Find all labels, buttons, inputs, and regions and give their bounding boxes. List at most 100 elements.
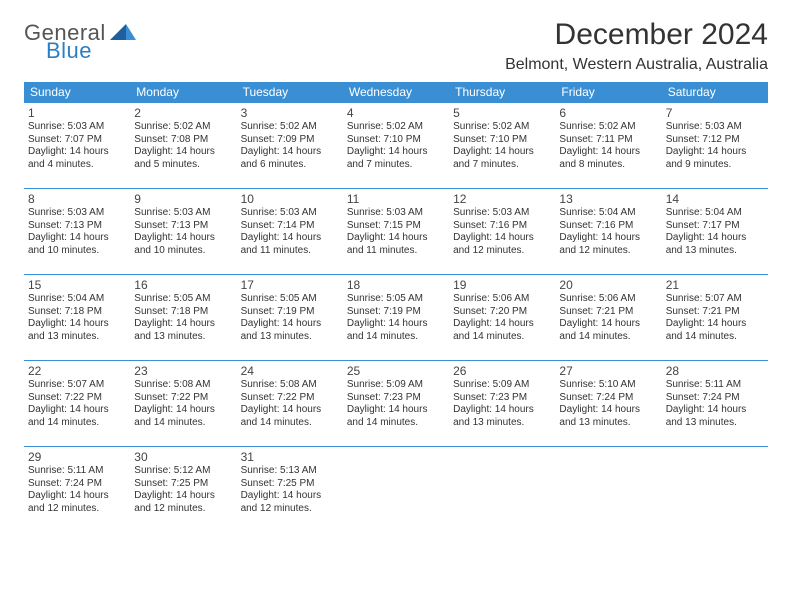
day-info: Sunrise: 5:08 AMSunset: 7:22 PMDaylight:…	[134, 379, 232, 429]
day-number: 26	[453, 364, 551, 378]
day-number: 4	[347, 106, 445, 120]
day-number: 9	[134, 192, 232, 206]
calendar-row: 1Sunrise: 5:03 AMSunset: 7:07 PMDaylight…	[24, 103, 768, 189]
day-info: Sunrise: 5:07 AMSunset: 7:21 PMDaylight:…	[666, 293, 764, 343]
day-number: 13	[559, 192, 657, 206]
day-number: 11	[347, 192, 445, 206]
day-number: 28	[666, 364, 764, 378]
day-info: Sunrise: 5:09 AMSunset: 7:23 PMDaylight:…	[347, 379, 445, 429]
month-title: December 2024	[505, 18, 768, 52]
day-cell: 25Sunrise: 5:09 AMSunset: 7:23 PMDayligh…	[343, 361, 449, 447]
day-info: Sunrise: 5:09 AMSunset: 7:23 PMDaylight:…	[453, 379, 551, 429]
day-number: 31	[241, 450, 339, 464]
day-cell: 27Sunrise: 5:10 AMSunset: 7:24 PMDayligh…	[555, 361, 661, 447]
day-info: Sunrise: 5:05 AMSunset: 7:19 PMDaylight:…	[241, 293, 339, 343]
day-number: 25	[347, 364, 445, 378]
calendar-row: 15Sunrise: 5:04 AMSunset: 7:18 PMDayligh…	[24, 275, 768, 361]
day-cell: 18Sunrise: 5:05 AMSunset: 7:19 PMDayligh…	[343, 275, 449, 361]
col-saturday: Saturday	[662, 82, 768, 103]
calendar-table: Sunday Monday Tuesday Wednesday Thursday…	[24, 82, 768, 533]
day-cell: 6Sunrise: 5:02 AMSunset: 7:11 PMDaylight…	[555, 103, 661, 189]
day-cell: 23Sunrise: 5:08 AMSunset: 7:22 PMDayligh…	[130, 361, 236, 447]
day-info: Sunrise: 5:11 AMSunset: 7:24 PMDaylight:…	[28, 465, 126, 515]
day-cell: 30Sunrise: 5:12 AMSunset: 7:25 PMDayligh…	[130, 447, 236, 533]
day-number: 19	[453, 278, 551, 292]
day-number: 5	[453, 106, 551, 120]
day-info: Sunrise: 5:05 AMSunset: 7:18 PMDaylight:…	[134, 293, 232, 343]
day-info: Sunrise: 5:03 AMSunset: 7:14 PMDaylight:…	[241, 207, 339, 257]
day-number: 2	[134, 106, 232, 120]
day-number: 3	[241, 106, 339, 120]
day-number: 12	[453, 192, 551, 206]
day-info: Sunrise: 5:04 AMSunset: 7:18 PMDaylight:…	[28, 293, 126, 343]
day-cell: 29Sunrise: 5:11 AMSunset: 7:24 PMDayligh…	[24, 447, 130, 533]
day-cell: 10Sunrise: 5:03 AMSunset: 7:14 PMDayligh…	[237, 189, 343, 275]
day-cell: 13Sunrise: 5:04 AMSunset: 7:16 PMDayligh…	[555, 189, 661, 275]
day-cell: 17Sunrise: 5:05 AMSunset: 7:19 PMDayligh…	[237, 275, 343, 361]
day-cell: 2Sunrise: 5:02 AMSunset: 7:08 PMDaylight…	[130, 103, 236, 189]
day-number: 10	[241, 192, 339, 206]
day-info: Sunrise: 5:03 AMSunset: 7:13 PMDaylight:…	[134, 207, 232, 257]
day-cell: 12Sunrise: 5:03 AMSunset: 7:16 PMDayligh…	[449, 189, 555, 275]
day-info: Sunrise: 5:06 AMSunset: 7:20 PMDaylight:…	[453, 293, 551, 343]
day-number: 29	[28, 450, 126, 464]
col-sunday: Sunday	[24, 82, 130, 103]
empty-cell	[555, 447, 661, 533]
day-cell: 20Sunrise: 5:06 AMSunset: 7:21 PMDayligh…	[555, 275, 661, 361]
day-info: Sunrise: 5:04 AMSunset: 7:17 PMDaylight:…	[666, 207, 764, 257]
day-number: 30	[134, 450, 232, 464]
day-number: 21	[666, 278, 764, 292]
day-info: Sunrise: 5:05 AMSunset: 7:19 PMDaylight:…	[347, 293, 445, 343]
day-number: 27	[559, 364, 657, 378]
day-cell: 15Sunrise: 5:04 AMSunset: 7:18 PMDayligh…	[24, 275, 130, 361]
day-info: Sunrise: 5:02 AMSunset: 7:11 PMDaylight:…	[559, 121, 657, 171]
empty-cell	[343, 447, 449, 533]
day-number: 24	[241, 364, 339, 378]
day-number: 7	[666, 106, 764, 120]
empty-cell	[449, 447, 555, 533]
day-number: 23	[134, 364, 232, 378]
day-info: Sunrise: 5:03 AMSunset: 7:13 PMDaylight:…	[28, 207, 126, 257]
day-cell: 28Sunrise: 5:11 AMSunset: 7:24 PMDayligh…	[662, 361, 768, 447]
calendar-row: 29Sunrise: 5:11 AMSunset: 7:24 PMDayligh…	[24, 447, 768, 533]
day-number: 18	[347, 278, 445, 292]
day-info: Sunrise: 5:04 AMSunset: 7:16 PMDaylight:…	[559, 207, 657, 257]
col-wednesday: Wednesday	[343, 82, 449, 103]
col-tuesday: Tuesday	[237, 82, 343, 103]
location: Belmont, Western Australia, Australia	[505, 56, 768, 74]
day-number: 8	[28, 192, 126, 206]
day-info: Sunrise: 5:03 AMSunset: 7:12 PMDaylight:…	[666, 121, 764, 171]
col-friday: Friday	[555, 82, 661, 103]
day-info: Sunrise: 5:02 AMSunset: 7:10 PMDaylight:…	[453, 121, 551, 171]
day-number: 1	[28, 106, 126, 120]
day-number: 15	[28, 278, 126, 292]
day-cell: 16Sunrise: 5:05 AMSunset: 7:18 PMDayligh…	[130, 275, 236, 361]
day-cell: 5Sunrise: 5:02 AMSunset: 7:10 PMDaylight…	[449, 103, 555, 189]
day-cell: 22Sunrise: 5:07 AMSunset: 7:22 PMDayligh…	[24, 361, 130, 447]
day-cell: 7Sunrise: 5:03 AMSunset: 7:12 PMDaylight…	[662, 103, 768, 189]
day-cell: 14Sunrise: 5:04 AMSunset: 7:17 PMDayligh…	[662, 189, 768, 275]
day-cell: 21Sunrise: 5:07 AMSunset: 7:21 PMDayligh…	[662, 275, 768, 361]
day-number: 6	[559, 106, 657, 120]
day-info: Sunrise: 5:10 AMSunset: 7:24 PMDaylight:…	[559, 379, 657, 429]
day-info: Sunrise: 5:13 AMSunset: 7:25 PMDaylight:…	[241, 465, 339, 515]
day-info: Sunrise: 5:03 AMSunset: 7:15 PMDaylight:…	[347, 207, 445, 257]
day-info: Sunrise: 5:11 AMSunset: 7:24 PMDaylight:…	[666, 379, 764, 429]
title-block: December 2024 Belmont, Western Australia…	[505, 18, 768, 74]
day-cell: 8Sunrise: 5:03 AMSunset: 7:13 PMDaylight…	[24, 189, 130, 275]
day-cell: 4Sunrise: 5:02 AMSunset: 7:10 PMDaylight…	[343, 103, 449, 189]
header-row: Sunday Monday Tuesday Wednesday Thursday…	[24, 82, 768, 103]
day-number: 14	[666, 192, 764, 206]
empty-cell	[662, 447, 768, 533]
day-info: Sunrise: 5:03 AMSunset: 7:16 PMDaylight:…	[453, 207, 551, 257]
day-cell: 9Sunrise: 5:03 AMSunset: 7:13 PMDaylight…	[130, 189, 236, 275]
day-info: Sunrise: 5:06 AMSunset: 7:21 PMDaylight:…	[559, 293, 657, 343]
day-number: 22	[28, 364, 126, 378]
day-cell: 19Sunrise: 5:06 AMSunset: 7:20 PMDayligh…	[449, 275, 555, 361]
day-info: Sunrise: 5:02 AMSunset: 7:10 PMDaylight:…	[347, 121, 445, 171]
day-number: 17	[241, 278, 339, 292]
day-number: 20	[559, 278, 657, 292]
header: General Blue December 2024 Belmont, West…	[24, 18, 768, 74]
day-cell: 31Sunrise: 5:13 AMSunset: 7:25 PMDayligh…	[237, 447, 343, 533]
calendar-row: 22Sunrise: 5:07 AMSunset: 7:22 PMDayligh…	[24, 361, 768, 447]
